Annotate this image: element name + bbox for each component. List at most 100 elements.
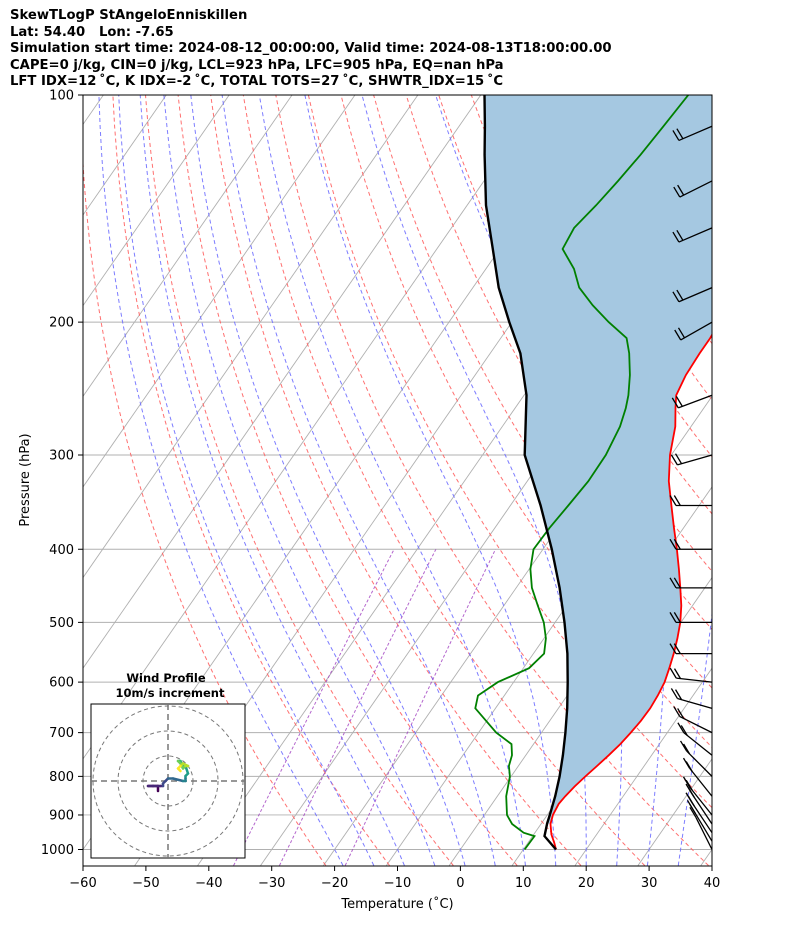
moist-adiabat — [659, 95, 712, 866]
dry-adiabat — [373, 95, 712, 689]
cape-summary: CAPE=0 j/kg, CIN=0 j/kg, LCL=923 hPa, LF… — [10, 57, 504, 73]
x-tick-label: 30 — [641, 876, 658, 891]
wind-barb-flag — [669, 495, 677, 506]
wind-barb-flag — [689, 806, 697, 818]
wind-barb-staff — [680, 321, 713, 341]
station-title: SkewTLogP StAngeloEnniskillen — [10, 8, 248, 23]
isotherm-line — [574, 667, 712, 866]
wind-barb-flag — [676, 230, 684, 241]
chart-header: SkewTLogP StAngeloEnniskillen Lat: 54.40 … — [10, 8, 612, 91]
hodograph-plot — [91, 704, 245, 858]
wind-barb-flag — [674, 453, 683, 465]
isotherm-line — [83, 95, 356, 488]
y-tick-label: 300 — [49, 448, 74, 463]
dry-adiabat — [340, 95, 712, 749]
parcel-profile — [483, 95, 569, 851]
isotherm-line — [764, 95, 794, 865]
wind-barb-staff — [676, 677, 713, 683]
wind-barb-flag — [673, 668, 682, 679]
moist-adiabat — [258, 95, 526, 866]
wind-barb-staff — [678, 394, 713, 409]
dry-adiabat — [732, 95, 794, 866]
wind-barb-flag — [673, 495, 681, 506]
hodograph-trace-segment — [171, 777, 185, 783]
wind-barb-flag — [669, 612, 677, 623]
moist-adiabat — [139, 95, 405, 866]
dry-adiabat — [145, 95, 454, 866]
x-tick-label: 40 — [704, 876, 721, 891]
wind-barb-staff — [683, 732, 713, 756]
dry-adiabat — [765, 95, 794, 866]
isotherm-line — [83, 95, 482, 670]
wind-barb-staff — [678, 287, 713, 303]
wind-barb-flag — [669, 643, 677, 654]
y-tick-label: 600 — [49, 676, 74, 691]
wind-barb-flag — [677, 722, 685, 734]
dry-adiabat — [242, 95, 646, 866]
wind-barb-flag — [673, 538, 681, 550]
mixing-ratio-line — [279, 549, 437, 866]
y-tick-label: 100 — [49, 89, 74, 104]
wind-barb-staff — [695, 817, 713, 850]
wind-barb-flag — [687, 787, 695, 798]
y-tick-label: 700 — [49, 726, 74, 741]
wind-barb-flag — [685, 761, 693, 772]
wind-barb-staff — [679, 180, 713, 198]
wind-barb-staff — [679, 715, 713, 734]
hodograph-subtitle: 10m/s increment — [116, 686, 225, 700]
wind-barb-flag — [689, 803, 697, 815]
wind-barb-flag — [687, 795, 695, 807]
x-tick-label: −60 — [69, 876, 96, 891]
wind-barb-staff — [689, 767, 713, 797]
moist-adiabat — [190, 95, 466, 866]
dry-adiabat — [83, 156, 327, 866]
wind-barb-flag — [680, 725, 688, 736]
wind-barb-flag — [669, 577, 677, 589]
wind-barb-flag — [676, 128, 684, 140]
y-tick-label: 800 — [49, 770, 74, 785]
isotherm-line — [83, 95, 419, 579]
wind-barb-flag — [669, 538, 677, 550]
x-tick-label: −40 — [195, 876, 222, 891]
wind-barb-flag — [674, 689, 683, 700]
wind-barb-staff — [677, 697, 713, 709]
wind-barb-staff — [689, 786, 713, 816]
isotherm-line — [83, 95, 230, 307]
temperature-profile — [549, 333, 712, 850]
x-tick-label: −50 — [132, 876, 159, 891]
wind-barb-staff — [691, 802, 713, 834]
isotherm-line — [700, 848, 712, 866]
mixing-ratio-line — [344, 549, 496, 866]
moist-adiabat — [221, 95, 496, 866]
wind-barb-flag — [679, 740, 688, 752]
dry-adiabat — [112, 95, 390, 866]
wind-barb-flag — [674, 329, 682, 341]
x-tick-label: −30 — [258, 876, 285, 891]
wind-barb-flag — [675, 396, 683, 407]
wind-barb-staff — [692, 809, 713, 842]
y-tick-label: 1000 — [41, 843, 74, 858]
wind-barb-flag — [672, 291, 680, 303]
wind-barb-flag — [677, 184, 685, 196]
wind-barb-flag — [669, 667, 677, 679]
y-tick-label: 900 — [49, 808, 74, 823]
wind-barb-flag — [673, 706, 681, 717]
moist-adiabat — [118, 95, 375, 866]
y-axis-label: Pressure (hPa) — [18, 433, 33, 526]
wind-barb-staff — [686, 750, 713, 777]
x-tick-label: 0 — [456, 876, 464, 891]
y-tick-label: 200 — [49, 316, 74, 331]
lat-lon: Lat: 54.40 Lon: -7.65 — [10, 24, 174, 40]
isotherm-line — [83, 95, 293, 398]
dry-adiabat — [698, 95, 712, 118]
wind-barb-flag — [673, 577, 681, 589]
wind-barb-flag — [672, 231, 680, 243]
wind-barb-flag — [670, 454, 678, 466]
wind-barb-staff — [678, 125, 713, 142]
cape-shaded-area — [484, 95, 712, 824]
wind-barb-flag — [671, 397, 679, 409]
dewpoint-profile — [474, 95, 690, 851]
wind-barb-staff — [691, 793, 713, 825]
wind-barb-flag — [685, 779, 693, 791]
